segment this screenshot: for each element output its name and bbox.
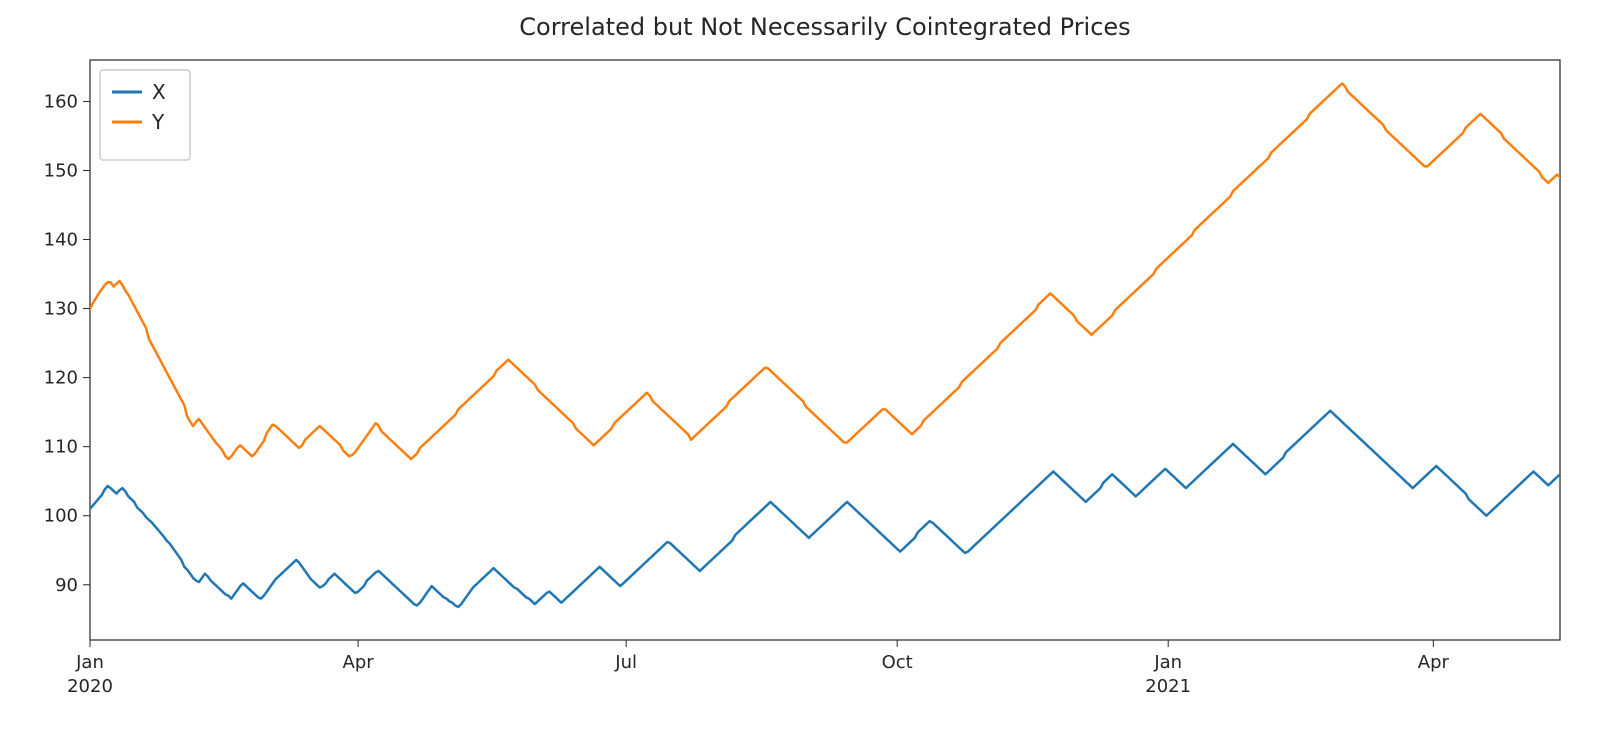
y-tick-label: 150 bbox=[44, 160, 78, 181]
y-tick-label: 90 bbox=[55, 575, 78, 596]
line-chart-container: Correlated but Not Necessarily Cointegra… bbox=[0, 0, 1600, 741]
legend-label-y: Y bbox=[151, 110, 165, 134]
y-tick-label: 120 bbox=[44, 368, 78, 389]
y-tick-label: 110 bbox=[44, 437, 78, 458]
x-tick-label-month: Oct bbox=[882, 652, 913, 673]
x-tick-label-month: Jan bbox=[75, 652, 104, 673]
x-tick-label-month: Jul bbox=[614, 652, 637, 673]
chart-title: Correlated but Not Necessarily Cointegra… bbox=[519, 13, 1130, 41]
line-chart-svg: Correlated but Not Necessarily Cointegra… bbox=[0, 0, 1600, 741]
legend-label-x: X bbox=[152, 80, 166, 104]
x-tick-label-month: Apr bbox=[343, 652, 375, 673]
y-tick-label: 100 bbox=[44, 506, 78, 527]
legend: XY bbox=[100, 70, 190, 160]
x-tick-label-year: 2020 bbox=[67, 676, 113, 697]
x-tick-label-year: 2021 bbox=[1145, 676, 1191, 697]
x-tick-label-month: Apr bbox=[1418, 652, 1450, 673]
x-tick-label-month: Jan bbox=[1153, 652, 1182, 673]
y-tick-label: 160 bbox=[44, 91, 78, 112]
y-tick-label: 140 bbox=[44, 230, 78, 251]
y-tick-label: 130 bbox=[44, 299, 78, 320]
